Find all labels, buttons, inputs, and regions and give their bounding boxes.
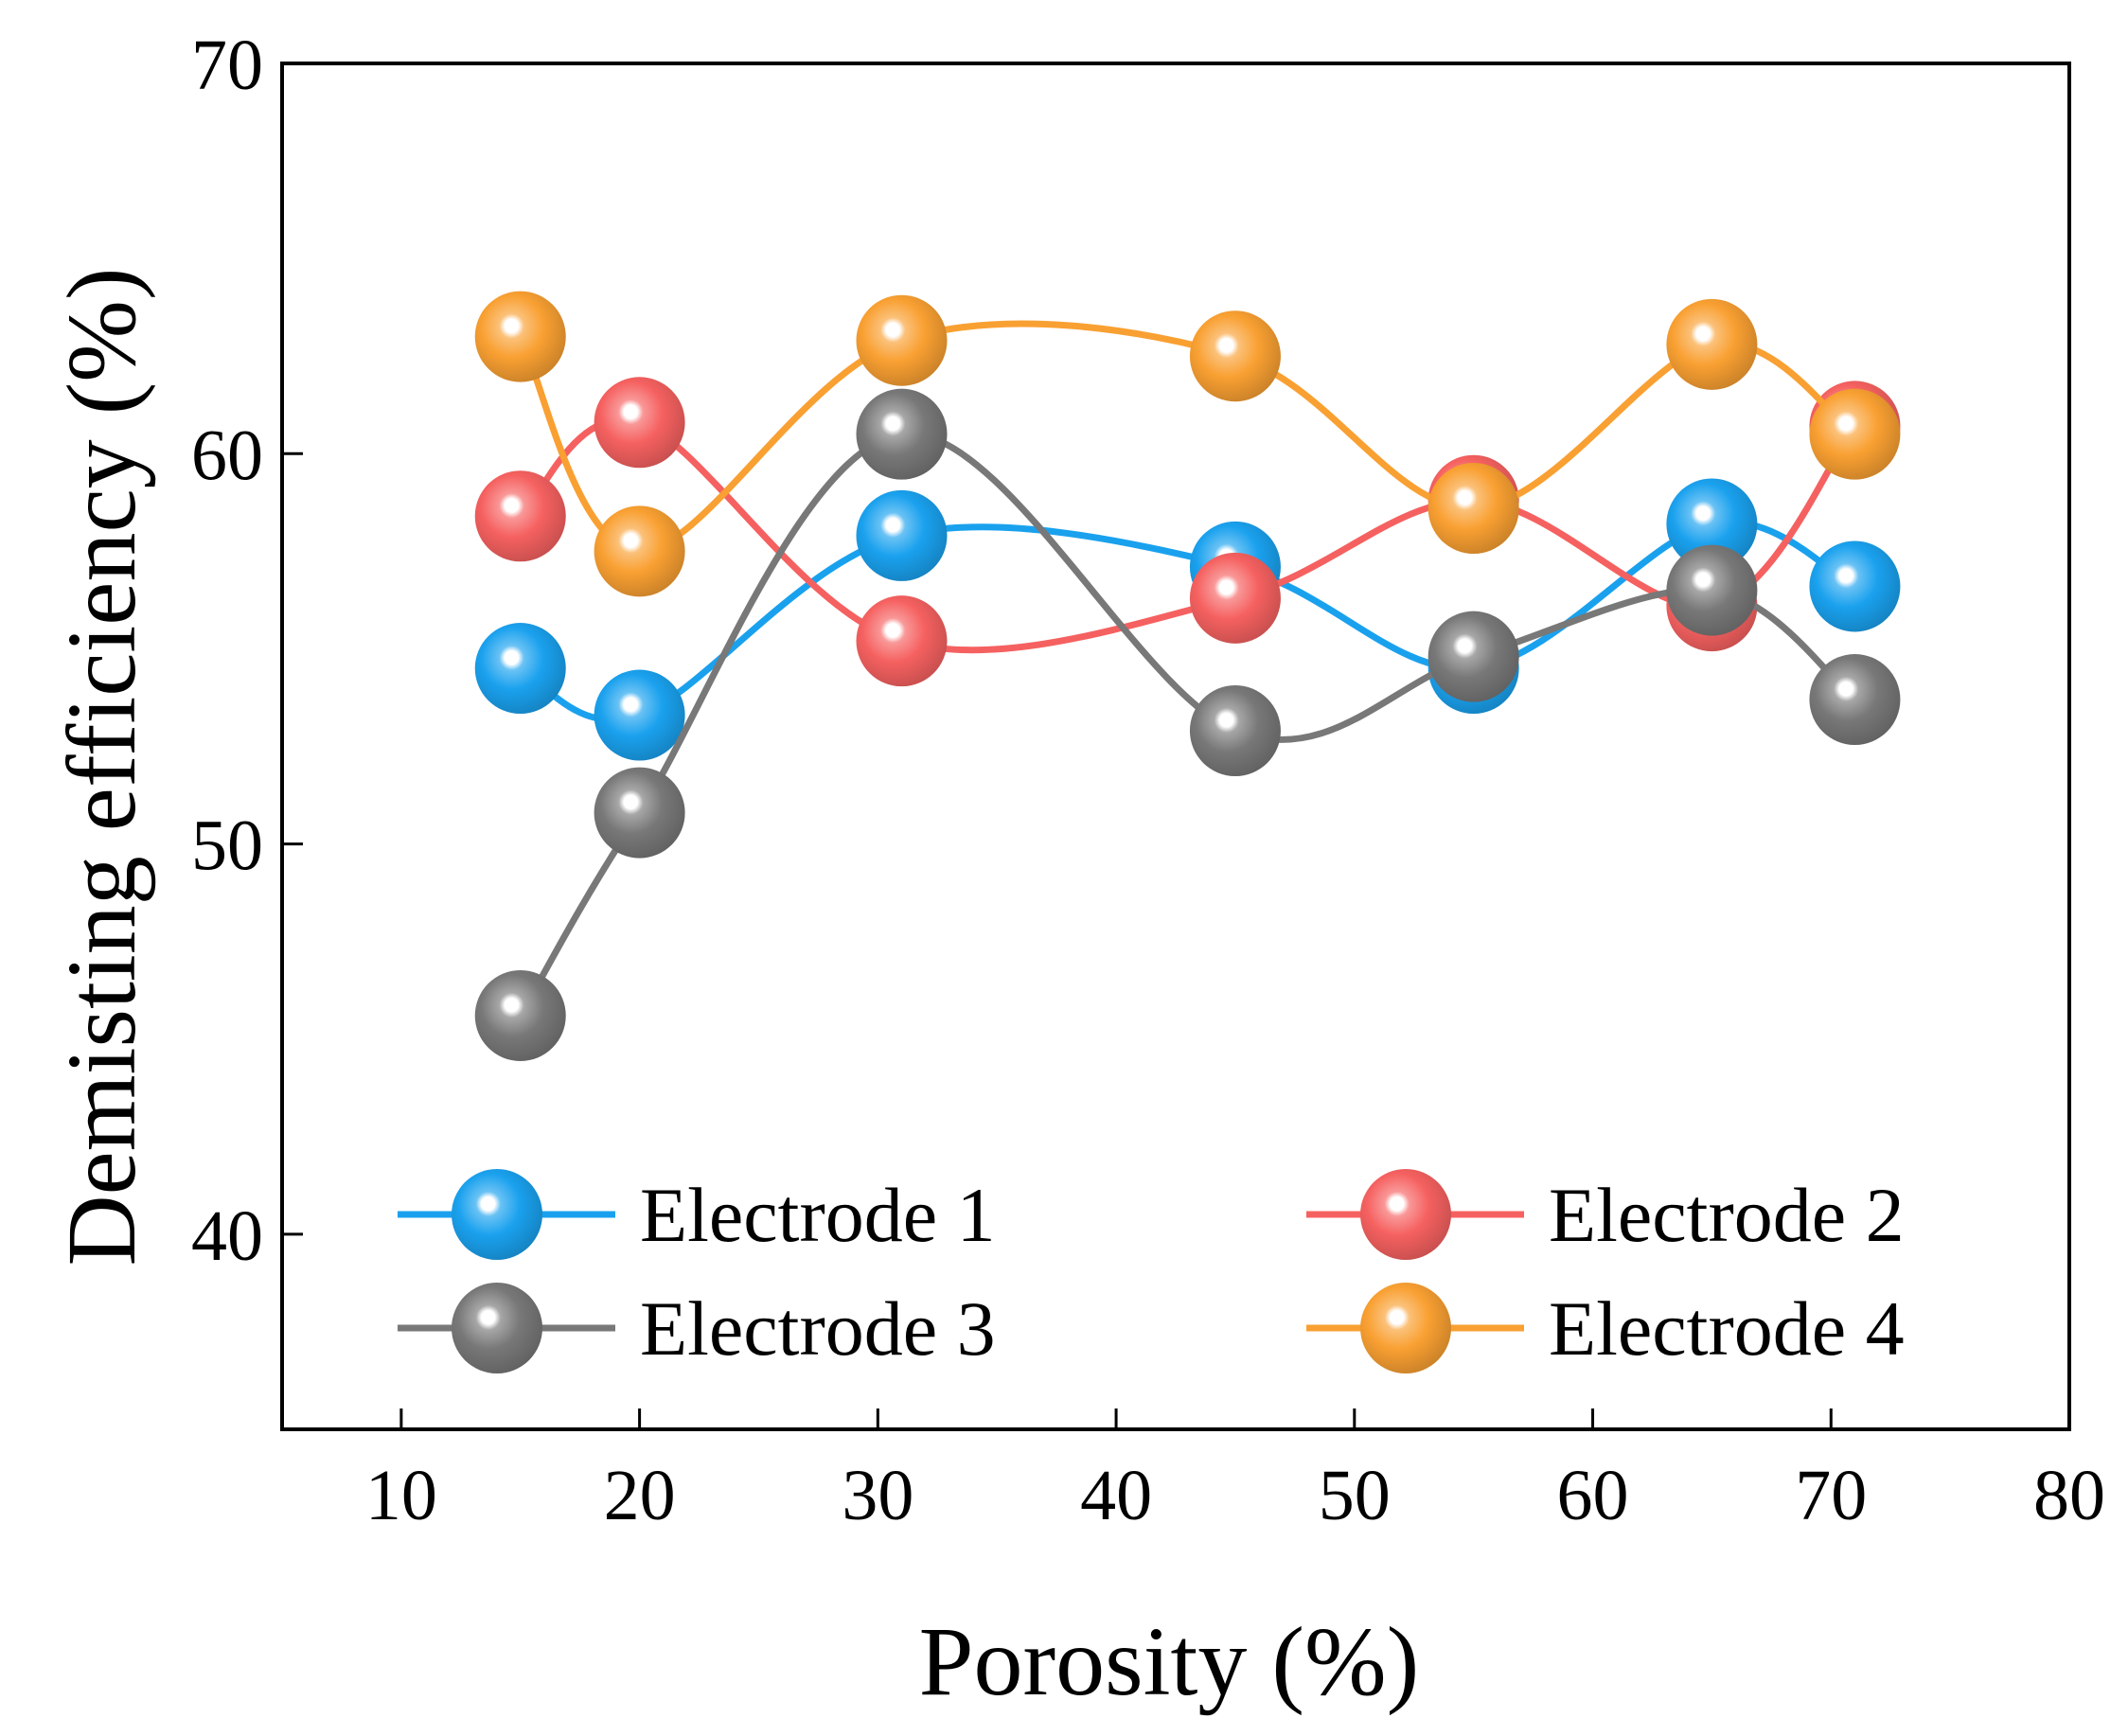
data-point — [856, 595, 948, 687]
legend-label: Electrode 4 — [1549, 1285, 1905, 1372]
data-point — [1189, 552, 1281, 644]
series-line — [517, 430, 1858, 1019]
series-4 — [474, 291, 1901, 597]
data-point — [1428, 463, 1519, 555]
data-point — [1809, 654, 1901, 746]
data-point — [856, 388, 948, 480]
series-3 — [474, 388, 1901, 1061]
data-point — [856, 294, 948, 386]
legend-label: Electrode 1 — [640, 1172, 996, 1258]
legend-marker — [1360, 1169, 1451, 1260]
y-tick-label: 70 — [191, 26, 263, 105]
series-line — [517, 416, 1858, 654]
data-point — [1809, 388, 1901, 480]
legend-item: Electrode 3 — [398, 1283, 996, 1373]
axes: 10 20 30 40 50 60 70 80 40 50 60 70 — [191, 26, 2105, 1535]
data-point — [1189, 685, 1281, 777]
data-point — [594, 669, 685, 761]
legend-marker — [1360, 1283, 1451, 1373]
series-layer — [474, 291, 1901, 1061]
data-point — [474, 623, 566, 715]
y-tick-label: 60 — [191, 416, 263, 495]
legend-label: Electrode 2 — [1549, 1172, 1905, 1258]
legend: Electrode 1 Electrode 2 Electrode 3 Electro… — [398, 1169, 1905, 1373]
data-point — [474, 470, 566, 562]
data-point — [474, 969, 566, 1061]
series-line — [517, 519, 1858, 724]
data-point — [1666, 298, 1758, 390]
series-line — [517, 320, 1858, 555]
data-point — [1428, 611, 1519, 702]
x-tick-label: 70 — [1795, 1456, 1867, 1535]
y-axis-title: Demisting efficiency (%) — [47, 267, 156, 1266]
x-tick-label: 20 — [604, 1456, 676, 1535]
series-1 — [474, 478, 1901, 761]
data-point — [594, 377, 685, 469]
legend-marker — [452, 1283, 542, 1373]
data-point — [1809, 540, 1901, 632]
data-point — [1666, 544, 1758, 636]
x-tick-label: 50 — [1319, 1456, 1391, 1535]
data-point — [856, 489, 948, 581]
y-tick-label: 40 — [191, 1196, 263, 1276]
data-point — [474, 291, 566, 382]
legend-item: Electrode 1 — [398, 1169, 996, 1260]
y-tick-label: 50 — [191, 806, 263, 886]
legend-item: Electrode 2 — [1306, 1169, 1905, 1260]
x-tick-label: 10 — [365, 1456, 437, 1535]
plot-frame — [280, 62, 2071, 1431]
data-point — [594, 505, 685, 597]
x-tick-label: 60 — [1557, 1456, 1629, 1535]
legend-label: Electrode 3 — [640, 1285, 996, 1372]
x-axis-title: Porosity (%) — [919, 1607, 1420, 1716]
data-point — [1666, 478, 1758, 570]
legend-marker — [452, 1169, 542, 1260]
data-point — [594, 767, 685, 859]
x-tick-label: 80 — [2033, 1456, 2105, 1535]
x-tick-label: 40 — [1080, 1456, 1152, 1535]
legend-item: Electrode 4 — [1306, 1283, 1905, 1373]
data-point — [1189, 310, 1281, 402]
x-tick-label: 30 — [842, 1456, 913, 1535]
